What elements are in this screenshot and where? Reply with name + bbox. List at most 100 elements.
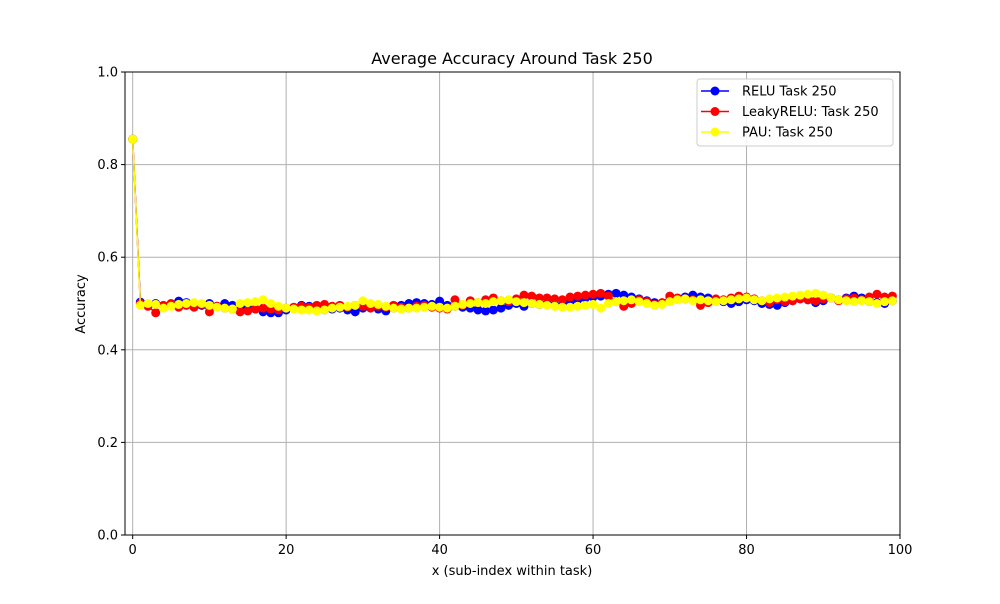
legend-label: LeakyRELU: Task 250 <box>742 105 879 120</box>
data-point <box>534 293 544 303</box>
data-point <box>688 296 698 306</box>
data-point <box>481 306 491 316</box>
data-point <box>711 297 721 307</box>
data-point <box>281 303 291 313</box>
legend-label: RELU Task 250 <box>742 85 837 100</box>
data-point <box>442 303 452 313</box>
legend-label: PAU: Task 250 <box>742 126 833 141</box>
data-point <box>734 294 744 304</box>
data-point <box>496 303 506 313</box>
data-point <box>250 297 260 307</box>
data-point <box>588 289 598 299</box>
data-point <box>596 303 606 313</box>
data-point <box>580 300 590 310</box>
data-point <box>811 296 821 306</box>
data-point <box>128 134 138 144</box>
data-point <box>381 301 391 311</box>
data-point <box>135 300 145 310</box>
data-point <box>481 299 491 308</box>
data-point <box>642 299 652 308</box>
data-point <box>197 299 207 308</box>
data-point <box>450 301 460 311</box>
data-point <box>772 293 782 303</box>
data-point <box>818 290 828 300</box>
data-point <box>603 299 613 308</box>
data-point <box>788 291 798 301</box>
data-point <box>258 303 268 313</box>
y-tick-label: 0.4 <box>97 343 118 358</box>
x-tick-label: 40 <box>431 543 448 558</box>
data-point <box>611 297 621 307</box>
data-point <box>603 291 613 301</box>
data-point <box>235 307 245 317</box>
data-point <box>864 297 874 307</box>
data-point <box>350 307 360 317</box>
x-tick-label: 0 <box>129 543 137 558</box>
x-axis-label: x (sub-index within task) <box>432 564 593 579</box>
data-point <box>834 295 844 305</box>
data-point <box>887 296 897 306</box>
data-point <box>565 302 575 312</box>
y-axis-label: Accuracy <box>74 274 89 334</box>
data-point <box>550 301 560 311</box>
data-point <box>488 297 498 307</box>
data-point <box>680 294 690 304</box>
x-tick-label: 60 <box>585 543 602 558</box>
data-point <box>212 302 222 312</box>
data-point <box>588 299 598 309</box>
data-point <box>427 301 437 311</box>
data-point <box>343 301 353 311</box>
y-tick-label: 0.0 <box>97 529 118 544</box>
data-point <box>857 296 867 306</box>
data-point <box>534 299 544 309</box>
data-point <box>703 296 713 306</box>
plot-area-frame <box>124 71 901 536</box>
data-point <box>803 289 813 299</box>
data-point <box>258 295 268 305</box>
data-point <box>573 291 583 301</box>
data-point <box>742 293 752 303</box>
data-point <box>389 303 399 313</box>
legend-item-1: RELU Task 250 <box>701 85 837 100</box>
data-point <box>765 294 775 304</box>
data-point <box>204 307 214 317</box>
data-point <box>335 302 345 312</box>
y-tick-label: 0.8 <box>97 158 118 173</box>
data-point <box>580 290 590 300</box>
data-point <box>304 305 314 315</box>
data-point <box>695 295 705 305</box>
data-point <box>550 294 560 304</box>
data-point <box>780 292 790 302</box>
legend-marker <box>710 107 720 116</box>
data-point <box>872 289 882 299</box>
data-point <box>296 305 306 315</box>
data-point <box>527 291 537 301</box>
data-point <box>619 296 629 306</box>
data-point <box>158 303 168 313</box>
data-point <box>396 304 406 314</box>
legend-marker <box>710 86 720 96</box>
data-point <box>542 300 552 310</box>
data-point <box>611 288 621 298</box>
y-tick-label: 0.2 <box>97 436 118 451</box>
data-point <box>496 296 506 306</box>
data-point <box>649 300 659 310</box>
data-point <box>266 299 276 308</box>
legend-item-3: PAU: Task 250 <box>701 126 833 141</box>
data-point <box>757 296 767 306</box>
data-point <box>458 299 468 309</box>
data-point <box>312 306 322 316</box>
legend-marker <box>710 127 720 137</box>
data-point <box>366 299 376 308</box>
data-point <box>189 298 199 308</box>
data-point <box>672 295 682 305</box>
data-point <box>527 299 537 308</box>
data-point <box>174 299 184 309</box>
data-point <box>557 295 567 305</box>
data-point <box>181 299 191 308</box>
data-point <box>573 301 583 311</box>
y-tick-label: 0.6 <box>97 251 118 266</box>
data-point <box>412 303 422 313</box>
data-point <box>166 301 176 311</box>
